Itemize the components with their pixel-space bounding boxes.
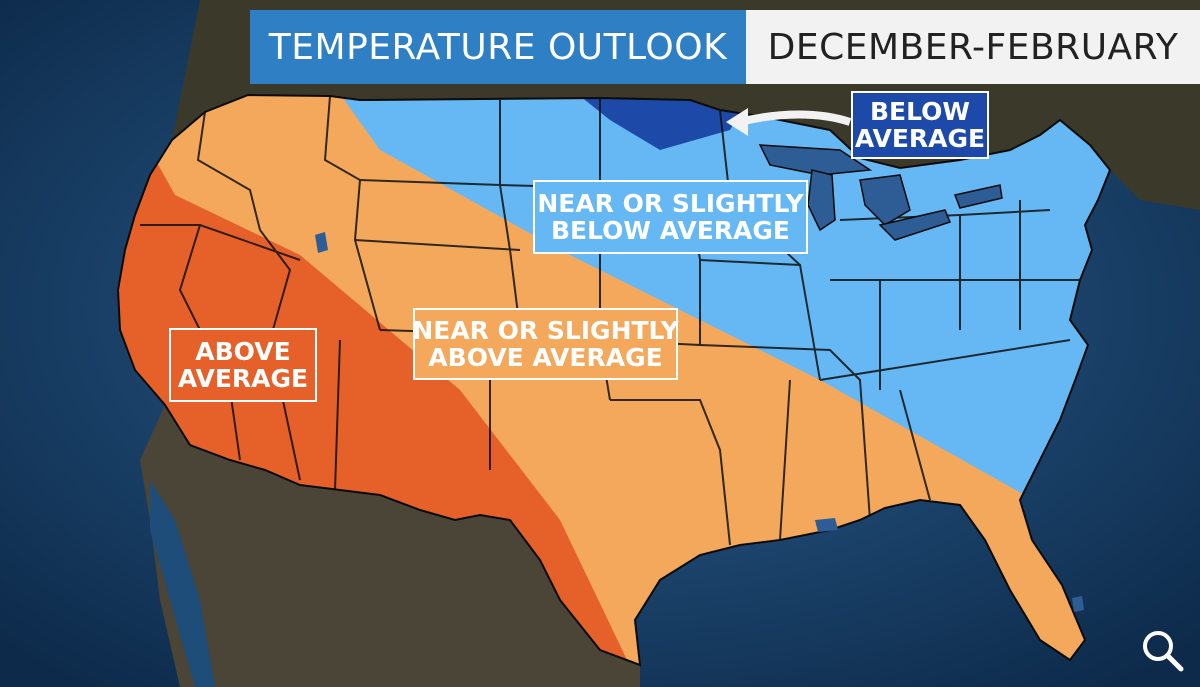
label-line: AVERAGE: [854, 124, 986, 153]
label-line: ABOVE AVERAGE: [428, 343, 663, 372]
label-line: ABOVE: [195, 337, 291, 366]
mexico-land: [140, 405, 640, 687]
label-above-average: ABOVE AVERAGE: [169, 328, 317, 402]
cold-air-arrow: [726, 108, 852, 136]
great-lakes: [758, 144, 1003, 241]
gulf-of-california: [150, 480, 215, 687]
label-line: BELOW AVERAGE: [551, 216, 790, 245]
lake-erie: [878, 209, 952, 241]
magnifier-icon: [1143, 631, 1184, 672]
map-title: TEMPERATURE OUTLOOK: [250, 10, 746, 84]
label-line: AVERAGE: [177, 364, 309, 393]
lake-pontchartrain: [815, 518, 838, 532]
map-period: DECEMBER-FEBRUARY: [746, 10, 1200, 84]
label-line: NEAR OR SLIGHTLY: [537, 189, 804, 218]
lake-huron: [859, 174, 911, 226]
label-line: BELOW: [870, 97, 970, 126]
label-near-or-slightly-above-average: NEAR OR SLIGHTLY ABOVE AVERAGE: [412, 308, 679, 380]
label-below-average: BELOW AVERAGE: [851, 91, 989, 159]
lake-okeechobee: [1072, 596, 1084, 612]
zoom-button[interactable]: [1138, 626, 1186, 674]
lake-ontario: [953, 184, 1003, 209]
great-salt-lake: [315, 232, 328, 253]
lake-michigan: [807, 169, 836, 232]
label-near-or-slightly-below-average: NEAR OR SLIGHTLY BELOW AVERAGE: [533, 180, 808, 254]
lake-superior: [758, 144, 873, 176]
label-line: NEAR OR SLIGHTLY: [412, 316, 679, 345]
